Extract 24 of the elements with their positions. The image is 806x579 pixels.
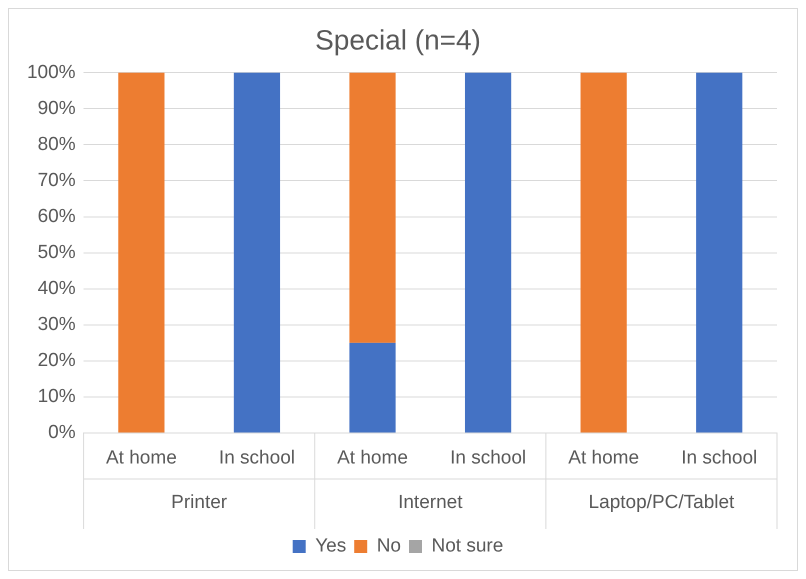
legend-label: No: [376, 536, 401, 557]
y-tick-label: 20%: [38, 350, 76, 372]
y-tick-label: 60%: [38, 206, 76, 227]
x-tick-label: In school: [681, 448, 758, 469]
text: Internet: [398, 492, 464, 514]
x-tick-label: At home: [106, 448, 177, 469]
x-tick-label: In school: [450, 448, 526, 469]
chart-title: Special (n=4): [315, 24, 481, 56]
y-tick-label: 70%: [38, 170, 76, 191]
y-tick-label: 90%: [38, 98, 76, 119]
text: Printer: [171, 492, 228, 514]
x-tick-label: In school: [218, 448, 295, 469]
y-tick-label: 40%: [38, 278, 76, 300]
y-tick-label: 10%: [38, 386, 76, 408]
y-tick-label: 100%: [26, 62, 76, 83]
y-tick-label: 80%: [38, 134, 76, 155]
legend-label: Yes: [315, 536, 346, 557]
y-tick-label: 0%: [48, 422, 76, 444]
y-tick-label: 50%: [38, 242, 76, 264]
x-tick-label: At home: [337, 448, 408, 469]
y-tick-label: 30%: [38, 314, 76, 336]
text: Laptop/PC/Tablet: [588, 492, 736, 514]
legend-label: Not sure: [431, 536, 504, 557]
x-tick-label: At home: [568, 448, 640, 469]
